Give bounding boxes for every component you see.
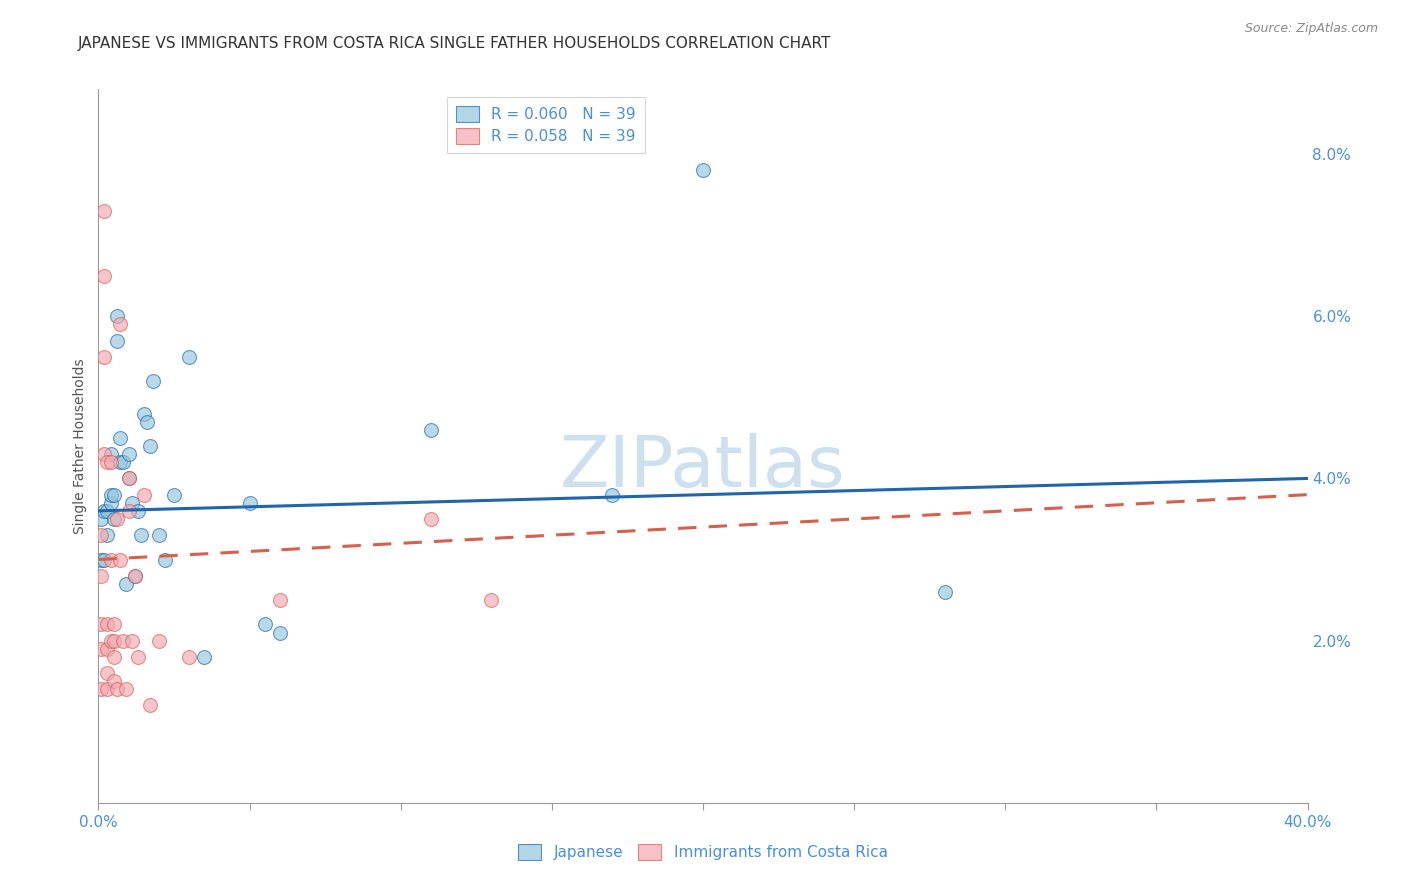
Point: [96, 528, 118, 542]
Point: [179, 350, 201, 364]
Point: [692, 163, 714, 178]
Point: [90, 682, 112, 697]
Point: [93, 203, 115, 218]
Point: [118, 471, 141, 485]
Point: [103, 649, 125, 664]
Point: [96, 682, 118, 697]
Point: [108, 552, 131, 566]
Point: [93, 447, 115, 461]
Point: [105, 512, 128, 526]
Point: [103, 633, 125, 648]
Point: [132, 488, 155, 502]
Point: [100, 496, 122, 510]
Point: [96, 666, 118, 681]
Point: [153, 552, 176, 566]
Point: [148, 633, 170, 648]
Point: [103, 488, 125, 502]
Point: [108, 318, 131, 332]
Point: [93, 504, 115, 518]
Point: [90, 552, 112, 566]
Point: [90, 617, 112, 632]
Point: [100, 633, 122, 648]
Point: [114, 577, 136, 591]
Point: [96, 641, 118, 656]
Point: [118, 504, 141, 518]
Point: [121, 633, 143, 648]
Point: [602, 488, 624, 502]
Y-axis label: Single Father Households: Single Father Households: [73, 359, 87, 533]
Point: [179, 649, 201, 664]
Point: [100, 447, 122, 461]
Point: [103, 512, 125, 526]
Point: [239, 496, 262, 510]
Point: [93, 552, 115, 566]
Point: [105, 682, 128, 697]
Point: [121, 496, 143, 510]
Point: [93, 268, 115, 283]
Point: [108, 455, 131, 469]
Point: [90, 528, 112, 542]
Point: [108, 431, 131, 445]
Point: [118, 447, 141, 461]
Point: [420, 423, 443, 437]
Point: [100, 552, 122, 566]
Point: [100, 488, 122, 502]
Point: [90, 568, 112, 582]
Point: [481, 593, 503, 607]
Point: [129, 528, 152, 542]
Text: ZIPatlas: ZIPatlas: [560, 433, 846, 502]
Point: [139, 439, 162, 453]
Point: [118, 471, 141, 485]
Point: [139, 698, 162, 713]
Text: Source: ZipAtlas.com: Source: ZipAtlas.com: [1244, 22, 1378, 36]
Point: [127, 504, 149, 518]
Point: [269, 593, 291, 607]
Point: [111, 455, 134, 469]
Point: [193, 649, 215, 664]
Point: [96, 455, 118, 469]
Point: [163, 488, 186, 502]
Point: [105, 334, 128, 348]
Point: [96, 504, 118, 518]
Point: [142, 374, 165, 388]
Point: [135, 415, 157, 429]
Point: [100, 455, 122, 469]
Point: [90, 641, 112, 656]
Point: [420, 512, 443, 526]
Point: [934, 585, 956, 599]
Point: [132, 407, 155, 421]
Point: [90, 512, 112, 526]
Point: [127, 649, 149, 664]
Point: [103, 674, 125, 689]
Point: [269, 625, 291, 640]
Legend: Japanese, Immigrants from Costa Rica: Japanese, Immigrants from Costa Rica: [512, 838, 894, 866]
Point: [105, 310, 128, 324]
Point: [124, 568, 146, 582]
Point: [96, 617, 118, 632]
Point: [93, 350, 115, 364]
Point: [111, 633, 134, 648]
Text: JAPANESE VS IMMIGRANTS FROM COSTA RICA SINGLE FATHER HOUSEHOLDS CORRELATION CHAR: JAPANESE VS IMMIGRANTS FROM COSTA RICA S…: [77, 36, 831, 51]
Point: [124, 568, 146, 582]
Point: [103, 617, 125, 632]
Point: [114, 682, 136, 697]
Point: [148, 528, 170, 542]
Point: [253, 617, 276, 632]
